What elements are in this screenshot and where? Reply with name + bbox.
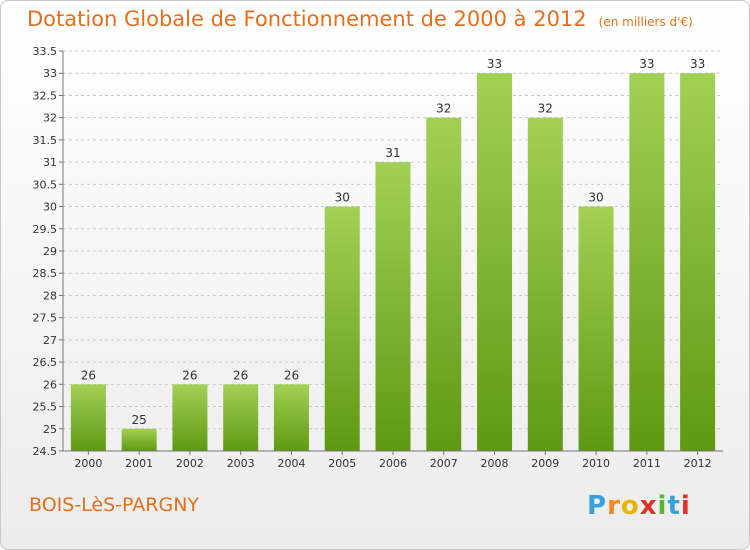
data-label: 25 <box>132 413 147 427</box>
x-tick-label: 2008 <box>481 457 509 470</box>
x-tick-label: 2006 <box>379 457 407 470</box>
y-tick-label: 30.5 <box>33 178 58 191</box>
unit-note: (en milliers d'€) <box>598 15 693 29</box>
y-tick-label: 31.5 <box>33 134 58 147</box>
y-tick-label: 30 <box>43 201 57 214</box>
logo-letter: x <box>639 491 658 521</box>
logo-letter: P <box>587 491 608 521</box>
axes: 24.5 25 25.5 26 26.5 27 27.5 28 28.5 29 29.5 30 30.5… <box>33 45 723 470</box>
proxiti-logo: Proxiti <box>587 491 691 521</box>
chart-title-text: Dotation Globale de Fonctionnement de 20… <box>27 7 587 31</box>
y-tick-label: 28 <box>43 289 57 302</box>
x-tick-label: 2002 <box>176 457 204 470</box>
bar-2010 <box>578 206 614 451</box>
y-tick-label: 27 <box>43 334 57 347</box>
bar-2011 <box>629 73 665 451</box>
data-label: 26 <box>233 368 248 382</box>
chart-title: Dotation Globale de Fonctionnement de 20… <box>27 7 693 31</box>
y-tick-label: 28.5 <box>33 267 58 280</box>
bar-2007 <box>426 117 462 452</box>
y-tick-label: 25 <box>43 423 57 436</box>
x-tick-label: 2000 <box>74 457 102 470</box>
data-label: 33 <box>487 57 502 71</box>
x-tick-label: 2001 <box>125 457 153 470</box>
data-label: 33 <box>639 57 654 71</box>
bars: 26 25 26 26 26 30 31 32 33 32 30 33 33 <box>70 57 716 452</box>
bar-2006 <box>375 162 411 451</box>
y-tick-label: 26 <box>43 378 57 391</box>
y-tick-label: 33 <box>43 67 57 80</box>
y-tick-label: 25.5 <box>33 401 58 414</box>
x-tick-label: 2004 <box>277 457 305 470</box>
y-tick-label: 31 <box>43 156 57 169</box>
data-label: 30 <box>588 191 603 205</box>
x-tick-label: 2009 <box>531 457 559 470</box>
x-tick-label: 2005 <box>328 457 356 470</box>
bar-2002 <box>172 384 208 451</box>
x-tick-label: 2003 <box>227 457 255 470</box>
logo-letter: i <box>657 491 668 521</box>
bar-2004 <box>273 384 309 451</box>
bar-2005 <box>324 206 360 451</box>
bar-2012 <box>680 73 716 451</box>
y-tick-label: 33.5 <box>33 45 58 58</box>
y-tick-label: 32.5 <box>33 89 58 102</box>
commune-name: BOIS-LèS-PARGNY <box>29 494 200 516</box>
y-tick-label: 29 <box>43 245 57 258</box>
logo-letter: t <box>667 491 681 521</box>
data-label: 30 <box>335 191 350 205</box>
y-tick-label: 32 <box>43 112 57 125</box>
x-tick-label: 2011 <box>633 457 661 470</box>
data-label: 33 <box>690 57 705 71</box>
data-label: 31 <box>385 146 400 160</box>
data-label: 26 <box>182 368 197 382</box>
bar-2003 <box>223 384 259 451</box>
bar-2000 <box>70 384 106 451</box>
x-tick-label: 2007 <box>430 457 458 470</box>
data-label: 26 <box>284 368 299 382</box>
bar-2009 <box>527 117 563 452</box>
y-tick-label: 24.5 <box>33 445 58 458</box>
bar-2001 <box>121 428 157 451</box>
x-tick-label: 2012 <box>684 457 712 470</box>
logo-letter: o <box>620 491 640 521</box>
data-label: 32 <box>436 102 451 116</box>
logo-letter: i <box>680 491 691 521</box>
logo-letter: r <box>607 491 621 521</box>
y-tick-label: 27.5 <box>33 312 58 325</box>
bar-2008 <box>477 73 513 451</box>
data-label: 26 <box>81 368 96 382</box>
x-tick-label: 2010 <box>582 457 610 470</box>
y-tick-label: 29.5 <box>33 223 58 236</box>
data-label: 32 <box>538 102 553 116</box>
y-tick-label: 26.5 <box>33 356 58 369</box>
